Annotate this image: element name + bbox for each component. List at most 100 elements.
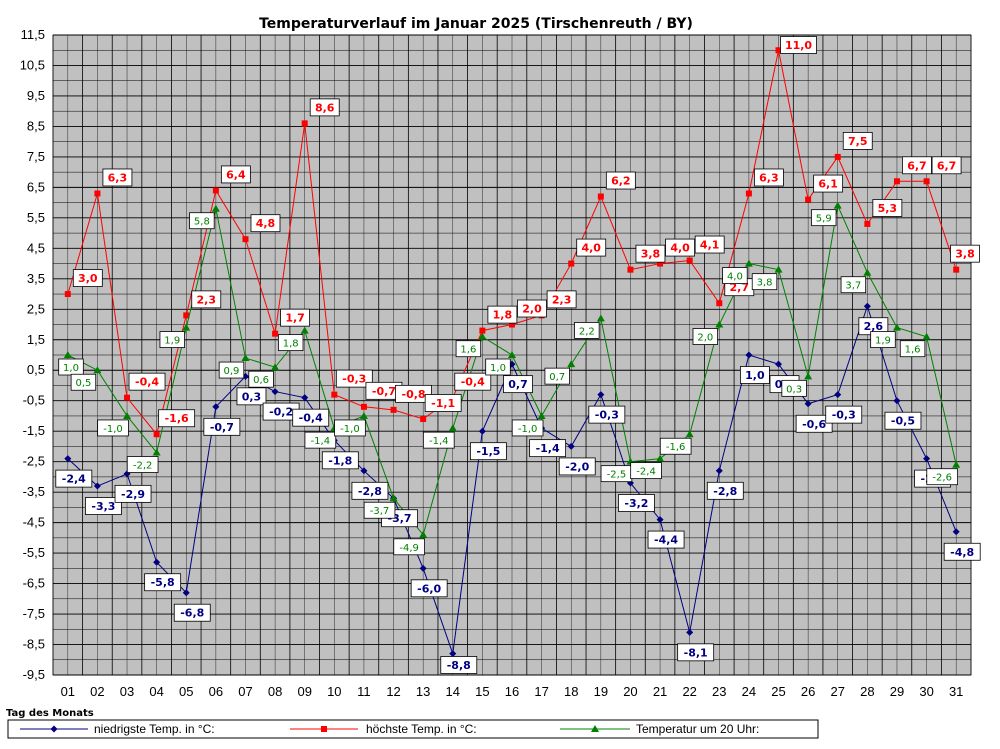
data-label-box	[795, 414, 833, 433]
data-label-box	[870, 331, 896, 348]
data-label-box	[740, 366, 770, 384]
data-label-box	[647, 530, 685, 549]
x-tick-label: 10	[327, 684, 341, 699]
x-axis-label: Tag des Monats	[6, 708, 94, 719]
data-label: -0,7	[203, 417, 241, 436]
data-label: -3,7	[363, 501, 396, 519]
data-label: -0,5	[884, 411, 922, 430]
data-label-box	[97, 419, 129, 437]
data-label: 1,0	[485, 358, 511, 376]
data-point	[716, 300, 723, 307]
data-label: 5,3	[872, 199, 903, 217]
data-label-box	[950, 244, 980, 263]
data-label-text: -0,7	[210, 421, 234, 434]
data-point	[775, 47, 782, 54]
data-label: -0,7	[365, 381, 403, 400]
data-label: -5,8	[144, 573, 182, 592]
data-point	[656, 454, 665, 462]
data-point	[389, 494, 398, 502]
data-label: 8,6	[309, 98, 340, 117]
data-label: 4,1	[694, 235, 725, 254]
data-point	[744, 259, 753, 267]
data-point	[686, 628, 694, 636]
data-label-text: -0,8	[402, 388, 426, 401]
data-label: -0,2	[262, 402, 300, 421]
data-label-box	[70, 373, 97, 391]
data-label: -1,0	[97, 419, 129, 437]
data-point	[212, 187, 219, 194]
data-label-text: -0,6	[802, 418, 826, 431]
data-point	[745, 351, 753, 359]
x-tick-label: 30	[919, 684, 933, 699]
data-label-box	[487, 305, 518, 324]
data-label-box	[395, 384, 432, 403]
data-label: 1,0	[58, 358, 84, 376]
data-label: -0,4	[128, 372, 166, 391]
data-point	[804, 400, 812, 408]
data-label: 1,8	[487, 305, 518, 324]
y-tick-label: -4,5	[23, 515, 45, 530]
data-label-text: 4,1	[700, 239, 720, 252]
data-label-text: -6,8	[180, 607, 204, 620]
x-tick-label: 29	[890, 684, 904, 699]
data-label: 5,8	[189, 212, 215, 230]
data-label-text: 6,3	[108, 171, 128, 184]
data-label: 6,1	[813, 174, 844, 193]
data-label: 0,7	[544, 367, 570, 385]
data-point	[241, 354, 250, 362]
y-tick-label: -6,5	[23, 576, 45, 591]
data-label: -1,1	[424, 394, 462, 412]
data-label: 4,0	[665, 238, 695, 257]
data-label-box	[144, 573, 182, 592]
data-label-text: -2,5	[607, 470, 627, 481]
data-label: 1,9	[159, 331, 185, 348]
x-tick-label: 14	[446, 684, 460, 699]
y-tick-label: 2,5	[27, 301, 45, 316]
data-label-text: 3,7	[845, 281, 861, 292]
data-label-box	[884, 411, 922, 430]
data-label-box	[635, 244, 666, 263]
data-label-box	[248, 370, 274, 388]
data-label-box	[588, 405, 626, 424]
data-label-box	[659, 437, 692, 455]
data-label: 3,8	[751, 273, 778, 291]
data-label-box	[544, 367, 570, 385]
data-label: -1,4	[304, 431, 337, 449]
data-point	[656, 516, 664, 524]
x-tick-label: 03	[120, 684, 134, 699]
data-label: 4,8	[250, 214, 281, 233]
data-label-box	[159, 331, 185, 348]
data-label-text: -1,0	[103, 424, 123, 435]
data-label-box	[576, 238, 607, 257]
data-label: 0,7	[503, 375, 533, 394]
data-label: -4,9	[393, 538, 425, 556]
data-label-box	[72, 269, 103, 287]
data-label-box	[931, 156, 962, 175]
data-label-box	[334, 419, 366, 437]
data-point	[448, 424, 457, 432]
data-label-text: -0,3	[832, 409, 856, 422]
data-label: -3,3	[85, 497, 122, 515]
data-point	[834, 153, 841, 160]
data-label-box	[902, 156, 932, 175]
data-label-text: -8,8	[447, 659, 471, 672]
data-label-box	[114, 484, 152, 503]
data-point	[183, 312, 190, 319]
x-tick-label: 11	[357, 684, 371, 699]
data-label-box	[158, 409, 196, 428]
data-label: -0,8	[395, 384, 432, 403]
data-label: 6,3	[102, 168, 133, 187]
data-label-text: -1,4	[311, 436, 331, 447]
data-point	[212, 403, 220, 411]
data-label-text: 2,0	[522, 303, 542, 316]
data-point	[331, 391, 338, 398]
data-label-box	[503, 375, 533, 394]
x-tick-label: 13	[416, 684, 430, 699]
data-label-text: 0,5	[75, 378, 91, 389]
data-label-box	[813, 174, 844, 193]
data-label-text: -1,0	[518, 424, 538, 435]
series-layer	[63, 47, 961, 658]
data-label: -2,8	[351, 481, 389, 500]
data-point	[359, 411, 368, 419]
x-tick-label: 19	[594, 684, 608, 699]
